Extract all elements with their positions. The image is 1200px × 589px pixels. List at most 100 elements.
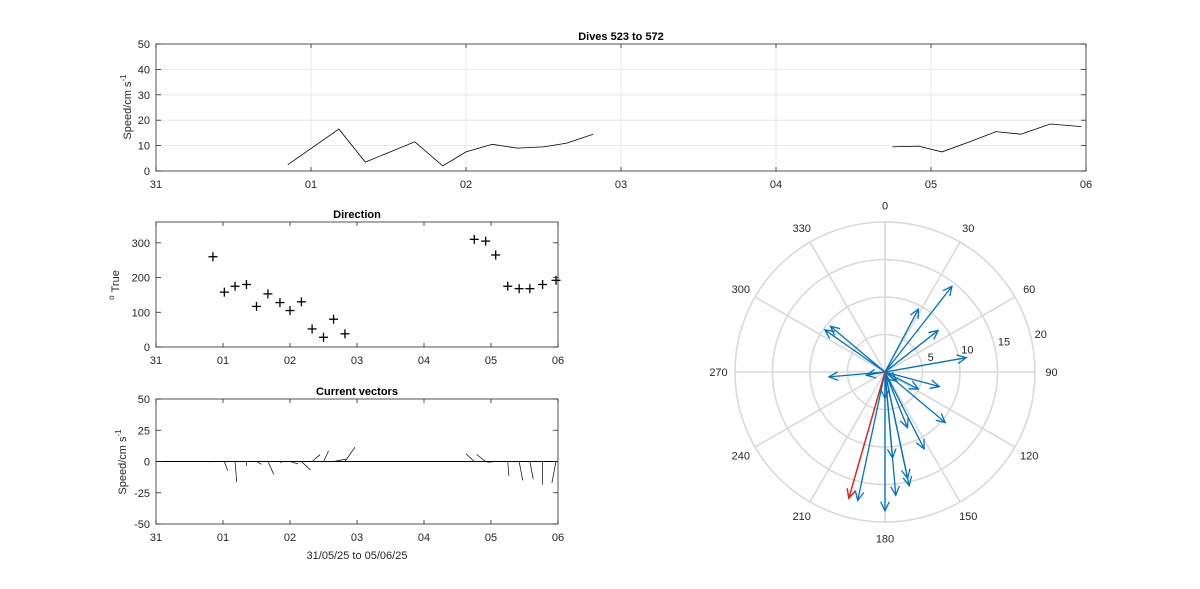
speed-title: Dives 523 to 572	[578, 31, 664, 43]
x-tick-label: 02	[284, 532, 296, 544]
direction-point	[491, 250, 501, 260]
polar-angle-label: 270	[709, 367, 727, 379]
direction-point	[469, 234, 479, 244]
arrow-head	[890, 485, 900, 497]
direction-point	[525, 284, 535, 294]
x-tick-label: 03	[351, 532, 363, 544]
y-tick-label: 100	[132, 307, 150, 319]
y-tick-label: 0	[144, 457, 150, 469]
x-tick-label: 01	[217, 355, 229, 367]
arrow-head	[823, 328, 835, 339]
speed-y-ticks: 0 10 20 30 40 50	[138, 39, 1086, 178]
polar-angle-label: 90	[1045, 367, 1057, 379]
polar-angle-label: 330	[793, 223, 811, 235]
direction-point	[219, 287, 229, 297]
x-tick-label: 01	[305, 179, 317, 191]
current-vector-stick	[487, 461, 496, 463]
x-tick-label: 06	[552, 532, 564, 544]
polar-radius-label: 20	[1035, 329, 1047, 341]
y-tick-label: 200	[132, 273, 150, 285]
current-vector-stick	[301, 461, 311, 471]
polar-mean-arrow	[846, 371, 886, 500]
polar-vector-arrow	[829, 325, 886, 373]
current-vector-stick	[551, 461, 557, 483]
arrow-head	[908, 380, 920, 390]
polar-vector-arrow	[884, 371, 897, 460]
polar-vector-arrow	[854, 371, 886, 502]
polar-vector-arrow	[884, 285, 953, 373]
arrow-head	[865, 368, 877, 379]
direction-point	[319, 332, 328, 342]
current-vector-stick	[267, 461, 275, 475]
direction-markers	[208, 234, 561, 342]
current-vector-stick	[279, 461, 282, 464]
arrow-head	[900, 468, 911, 480]
vectors-x-label: 31/05/25 to 05/06/25	[307, 550, 408, 562]
arrow-shaft	[884, 285, 953, 373]
direction-point	[503, 281, 513, 291]
current-vector-stick	[234, 461, 238, 483]
x-tick-label: 31	[150, 532, 162, 544]
x-tick-label: 05	[485, 355, 497, 367]
y-tick-label: 0	[144, 166, 150, 178]
polar-vector-arrow	[884, 371, 947, 424]
speed-panel: 31 01 02 03 04 05 06 0 10 20 30 40 50 Dives 523 to …	[119, 31, 1092, 191]
polar-spoke	[884, 296, 1016, 373]
direction-point	[296, 297, 306, 307]
arrow-head	[915, 438, 925, 451]
arrow-head	[854, 490, 865, 502]
direction-point	[538, 280, 548, 289]
current-vector-stick	[323, 450, 329, 462]
vectors-y-label: Speed/cm s-1	[114, 429, 129, 495]
y-tick-label: 25	[138, 425, 150, 437]
y-tick-label: -50	[134, 519, 150, 531]
arrow-shaft	[828, 371, 886, 378]
current-vector-stick	[311, 454, 321, 462]
polar-panel: 0 30 60 90 120 150 180 210 240 270 300 330 5 10 15 20	[709, 201, 1057, 546]
vectors-y-ticks: -50 -25 0 25 50	[134, 394, 558, 531]
polar-angle-label: 150	[959, 511, 977, 523]
polar-angle-labels: 0 30 60 90 120 150 180 210 240 270 300 330	[709, 201, 1057, 546]
arrow-shaft	[884, 371, 909, 428]
polar-arrows	[823, 285, 968, 513]
current-vector-stick	[507, 461, 510, 476]
x-tick-label: 05	[485, 532, 497, 544]
current-vector-stick	[529, 461, 534, 480]
x-tick-label: 04	[418, 532, 430, 544]
y-tick-label: 50	[138, 394, 150, 406]
y-tick-label: 0	[144, 342, 150, 354]
current-vector-stick	[289, 461, 299, 465]
arrow-head	[880, 501, 890, 513]
polar-vector-arrow	[884, 307, 920, 373]
y-tick-label: 30	[138, 90, 150, 102]
arrow-head	[846, 488, 857, 500]
x-tick-label: 03	[615, 179, 627, 191]
polar-spoke	[884, 371, 1016, 448]
vectors-sticks	[156, 447, 558, 485]
direction-point	[241, 280, 251, 289]
direction-y-ticks: 0 100 200 300	[132, 238, 558, 354]
vectors-title: Current vectors	[316, 386, 398, 398]
polar-angle-label: 300	[732, 284, 750, 296]
direction-point	[230, 281, 240, 291]
x-tick-label: 03	[351, 355, 363, 367]
arrow-shaft	[824, 329, 886, 373]
polar-vector-arrow	[884, 371, 911, 480]
y-tick-label: 10	[138, 141, 150, 153]
direction-x-ticks: 31 01 02 03 04 05 06	[150, 222, 564, 367]
arrow-shaft	[884, 329, 939, 373]
speed-series	[287, 123, 1082, 167]
x-tick-label: 05	[925, 179, 937, 191]
speed-line-segment	[892, 123, 1082, 153]
current-vector-stick	[333, 458, 346, 462]
arrow-shaft	[884, 371, 946, 424]
polar-radius-label: 15	[998, 337, 1010, 349]
arrow-shaft	[884, 371, 909, 479]
polar-spoke	[754, 296, 886, 373]
x-tick-label: 04	[770, 179, 782, 191]
direction-panel: 31 01 02 03 04 05 06 0 100 200 300 Direction oTru…	[107, 209, 564, 367]
speed-y-label: Speed/cm s-1	[119, 74, 134, 140]
y-tick-label: 20	[138, 115, 150, 127]
arrow-shaft	[884, 308, 920, 373]
polar-spoke	[884, 241, 961, 373]
